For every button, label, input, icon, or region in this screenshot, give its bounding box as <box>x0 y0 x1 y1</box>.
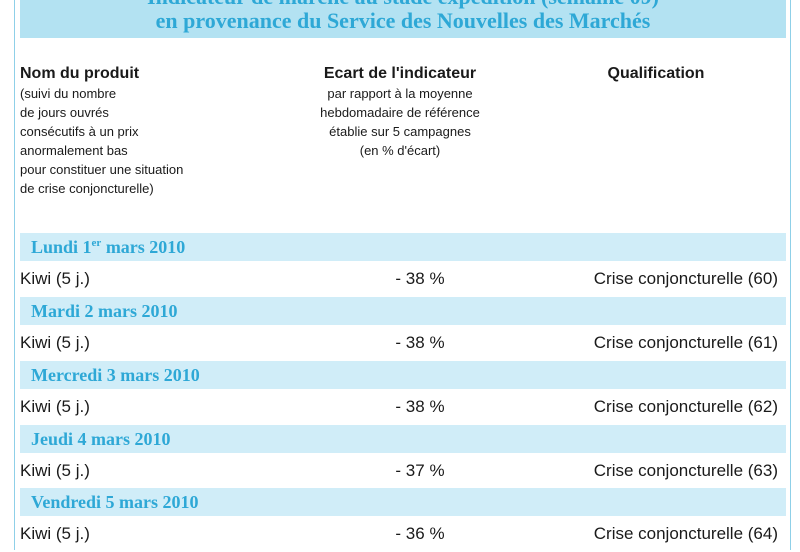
date-text: Jeudi 4 mars 2010 <box>31 429 171 449</box>
date-text: Mercredi 3 mars 2010 <box>31 365 200 385</box>
ecart-cell: - 38 % <box>395 397 445 416</box>
table-row: Kiwi (5 j.) - 37 % Crise conjoncturelle … <box>20 453 786 489</box>
date-row: Jeudi 4 mars 2010 <box>20 425 786 453</box>
table-title-line2: en provenance du Service des Nouvelles d… <box>155 8 651 33</box>
table-row: Kiwi (5 j.) - 38 % Crise conjoncturelle … <box>20 325 786 361</box>
qualification-cell: Crise conjoncturelle (62) <box>593 397 778 416</box>
qualification-cell: Crise conjoncturelle (61) <box>593 333 778 352</box>
date-row: Vendredi 5 mars 2010 <box>20 488 786 516</box>
product-cell: Kiwi (5 j.) <box>20 397 90 416</box>
title-band: Indicateur de marché au stade expédition… <box>20 0 786 38</box>
table-frame <box>14 0 791 550</box>
column-header-qualification: Qualification <box>540 64 772 84</box>
date-superscript: er <box>91 237 102 249</box>
table-title-line1: Indicateur de marché au stade expédition… <box>20 0 786 10</box>
table-row: Kiwi (5 j.) - 36 % Crise conjoncturelle … <box>20 516 786 552</box>
product-cell: Kiwi (5 j.) <box>20 269 90 288</box>
column-subtitle-line: pour constituer une situation <box>20 162 184 177</box>
product-cell: Kiwi (5 j.) <box>20 333 90 352</box>
date-text: Lundi 1 <box>31 237 92 257</box>
date-text: Vendredi 5 mars 2010 <box>31 492 199 512</box>
ecart-cell: - 36 % <box>395 524 445 543</box>
table-row: Kiwi (5 j.) - 38 % Crise conjoncturelle … <box>20 261 786 297</box>
column-subtitle-line: hebdomadaire de référence <box>320 105 480 120</box>
date-row: Mardi 2 mars 2010 <box>20 297 786 325</box>
column-subtitle-line: (en % d'écart) <box>359 143 441 158</box>
ecart-cell: - 37 % <box>395 461 445 480</box>
date-text: Mardi 2 mars 2010 <box>31 301 178 321</box>
date-row: Mercredi 3 mars 2010 <box>20 361 786 389</box>
column-title: Qualification <box>607 65 705 82</box>
column-subtitle-line: établie sur 5 campagnes <box>329 124 471 139</box>
column-subtitle-line: anormalement bas <box>20 143 128 158</box>
column-header-product: Nom du produit (suivi du nombre de jours… <box>20 64 260 198</box>
column-title: Nom du produit <box>20 65 140 82</box>
column-subtitle-line: consécutifs à un prix <box>20 124 139 139</box>
column-subtitle-line: par rapport à la moyenne <box>327 86 473 101</box>
qualification-cell: Crise conjoncturelle (64) <box>593 524 778 543</box>
product-cell: Kiwi (5 j.) <box>20 461 90 480</box>
ecart-cell: - 38 % <box>395 333 445 352</box>
column-subtitle-line: (suivi du nombre <box>20 86 117 101</box>
date-text-rest: mars 2010 <box>101 237 186 257</box>
date-row: Lundi 1er mars 2010 <box>20 233 786 261</box>
column-header-ecart: Ecart de l'indicateur par rapport à la m… <box>280 64 520 160</box>
column-subtitle-line: de crise conjoncturelle) <box>20 181 154 196</box>
table-row: Kiwi (5 j.) - 38 % Crise conjoncturelle … <box>20 389 786 425</box>
column-subtitle-line: de jours ouvrés <box>20 105 109 120</box>
qualification-cell: Crise conjoncturelle (60) <box>593 269 778 288</box>
ecart-cell: - 38 % <box>395 269 445 288</box>
product-cell: Kiwi (5 j.) <box>20 524 90 543</box>
column-title: Ecart de l'indicateur <box>323 65 477 82</box>
qualification-cell: Crise conjoncturelle (63) <box>593 461 778 480</box>
